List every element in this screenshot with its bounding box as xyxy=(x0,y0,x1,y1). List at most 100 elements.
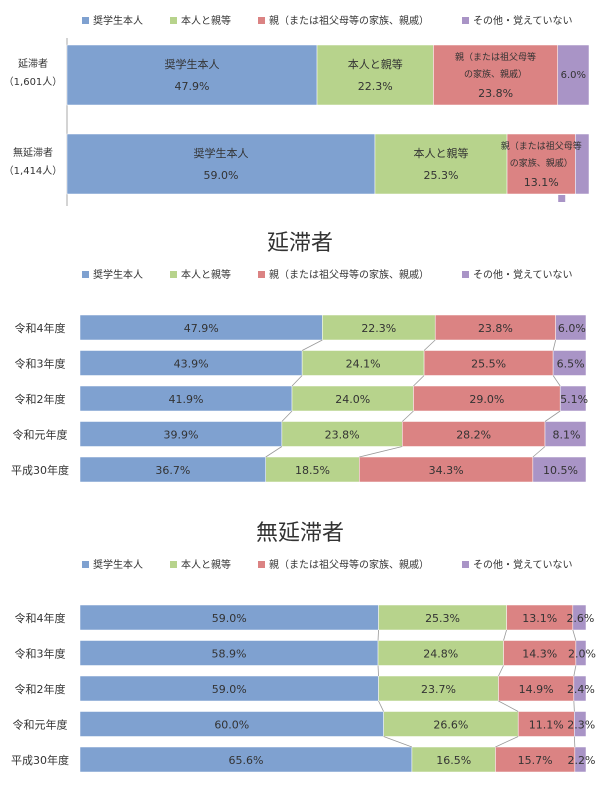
series-connector-line xyxy=(402,410,414,422)
bar-segment xyxy=(575,640,587,666)
series-connector-line xyxy=(423,339,436,351)
bar-segment xyxy=(79,421,283,447)
bar-segment xyxy=(411,746,496,773)
bar-segment xyxy=(555,314,587,341)
bar-segment xyxy=(552,350,587,376)
data-label: 25.5% xyxy=(471,358,506,371)
data-label: 2.4% xyxy=(567,683,595,696)
data-label: 親（または祖父母等 xyxy=(455,51,536,63)
data-label: 47.9% xyxy=(175,80,210,93)
category-label: 平成30年度 xyxy=(11,463,69,477)
legend-swatch-1 xyxy=(170,271,177,278)
series-connector-line xyxy=(383,736,413,748)
data-label: 2.0% xyxy=(568,648,596,661)
series-connector-line xyxy=(532,446,546,458)
data-label: 本人と親等 xyxy=(414,146,469,160)
data-label: 本人と親等 xyxy=(348,57,403,71)
legend-label-2: 親（または祖父母等の家族、親戚） xyxy=(269,268,429,281)
series-connector-line xyxy=(498,665,504,677)
data-label: 2.2% xyxy=(567,754,595,767)
data-label: 奨学生本人 xyxy=(193,146,248,160)
series-connector-line xyxy=(552,339,557,351)
bar-segment xyxy=(498,675,575,702)
legend-swatch-3 xyxy=(462,17,469,24)
bar-segment xyxy=(503,640,577,666)
data-label: 47.9% xyxy=(184,322,219,335)
bar-segment xyxy=(532,456,587,483)
data-label: 23.8% xyxy=(478,322,513,335)
legend-swatch-0 xyxy=(82,17,89,24)
category-label: 令和2年度 xyxy=(15,392,66,406)
data-label: 23.8% xyxy=(325,429,360,442)
legend-label-0: 奨学生本人 xyxy=(93,558,143,571)
bar-segment xyxy=(66,44,318,106)
data-label: 36.7% xyxy=(155,464,190,477)
data-label: 6.0% xyxy=(561,70,586,81)
bar-segment xyxy=(506,133,576,195)
legend-swatch-2 xyxy=(258,561,265,568)
bar-segment xyxy=(359,456,534,483)
legend-label-1: 本人と親等 xyxy=(181,268,231,281)
data-label: 13.1% xyxy=(524,176,559,189)
series-connector-line xyxy=(281,410,293,422)
bar-segment xyxy=(574,746,587,773)
legend-label-1: 本人と親等 xyxy=(181,14,231,27)
bar-segment xyxy=(544,421,587,447)
bar-segment xyxy=(517,711,575,737)
legend-swatch-3 xyxy=(462,271,469,278)
category-label: 令和4年度 xyxy=(15,321,66,335)
data-label: 16.5% xyxy=(436,754,471,767)
bar-segment xyxy=(433,44,558,106)
series-connector-line xyxy=(377,629,379,641)
data-label: 18.5% xyxy=(295,464,330,477)
data-label: 25.3% xyxy=(425,612,460,625)
bar-segment xyxy=(79,456,266,483)
legend-label-2: 親（または祖父母等の家族、親戚） xyxy=(269,14,429,27)
bar-segment xyxy=(572,604,587,631)
category-label: （1,601人） xyxy=(4,76,63,88)
series-connector-line xyxy=(495,736,519,748)
bar-segment xyxy=(79,604,379,631)
legend-swatch-0 xyxy=(82,271,89,278)
category-label: 令和2年度 xyxy=(15,682,66,696)
data-label: 6.0% xyxy=(558,322,586,335)
data-label: 59.0% xyxy=(212,612,247,625)
series-connector-line xyxy=(572,629,577,641)
series-connector-line xyxy=(573,700,575,712)
bar-segment xyxy=(434,314,556,341)
category-label: 令和3年度 xyxy=(15,357,66,371)
legend-swatch-0 xyxy=(82,561,89,568)
data-label: 24.1% xyxy=(346,358,381,371)
bar-segment xyxy=(291,385,414,412)
series-connector-line xyxy=(573,736,576,748)
bar-segment xyxy=(79,385,293,412)
category-label: 平成30年度 xyxy=(11,753,69,767)
small-segment-marker xyxy=(558,195,566,202)
legend-swatch-2 xyxy=(258,17,265,24)
bar-segment xyxy=(506,604,574,631)
legend-label-3: その他・覚えていない xyxy=(473,558,573,571)
bar-segment xyxy=(557,44,590,106)
chart-summary-svg: 奨学生本人 本人と親等 親（または祖父母等の家族、親戚） その他・覚えていない延滞者（… xyxy=(4,14,595,226)
data-label: 2.6% xyxy=(566,612,594,625)
data-label: 41.9% xyxy=(169,393,204,406)
data-label: 34.3% xyxy=(429,464,464,477)
data-label: 13.1% xyxy=(522,612,557,625)
chart-panel-summary: 奨学生本人 本人と親等 親（または祖父母等の家族、親戚） その他・覚えていない 延滞者（… xyxy=(0,0,600,226)
data-label: 28.2% xyxy=(456,429,491,442)
legend-label-0: 奨学生本人 xyxy=(93,14,143,27)
series-connector-line xyxy=(573,665,577,677)
data-label: 29.0% xyxy=(469,393,504,406)
bar-segment xyxy=(79,746,413,773)
bar-segment xyxy=(402,421,546,447)
data-label: 2.3% xyxy=(567,719,595,732)
data-label: 25.3% xyxy=(424,169,459,182)
data-label: 59.0% xyxy=(204,169,239,182)
data-label: 10.5% xyxy=(543,464,578,477)
series-connector-line xyxy=(503,629,507,641)
data-label: 奨学生本人 xyxy=(165,57,220,71)
category-label: 無延滞者 xyxy=(13,146,53,159)
bar-segment xyxy=(79,314,323,341)
bar-segment xyxy=(316,44,434,106)
category-label: 延滞者 xyxy=(18,58,48,70)
